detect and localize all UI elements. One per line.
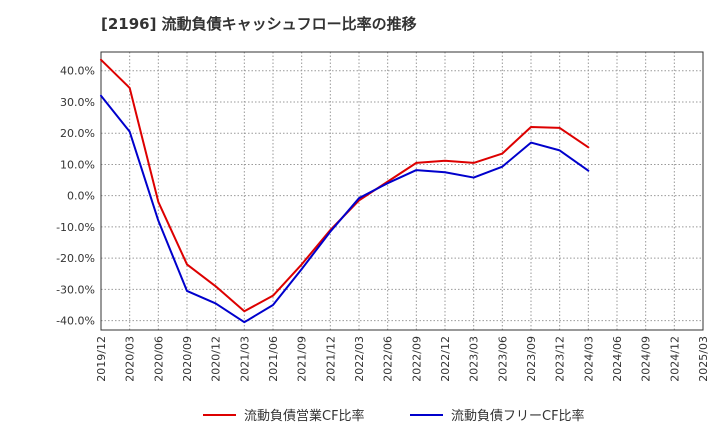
x-tick-label: 2023/06 <box>496 336 509 382</box>
y-tick-label: -20.0% <box>56 252 95 265</box>
x-tick-label: 2025/03 <box>697 336 710 382</box>
x-tick-label: 2024/12 <box>668 336 681 382</box>
plot-border <box>100 51 704 331</box>
y-tick-label: 0.0% <box>67 190 95 203</box>
x-tick-label: 2024/03 <box>582 336 595 382</box>
y-tick-label: 30.0% <box>60 96 95 109</box>
x-tick-label: 2021/09 <box>296 336 309 382</box>
series-line-2 <box>100 94 590 324</box>
x-tick-label: 2020/09 <box>181 336 194 382</box>
x-tick-label: 2020/12 <box>210 336 223 382</box>
x-tick-label: 2019/12 <box>95 336 108 382</box>
x-tick-label: 2023/12 <box>554 336 567 382</box>
x-tick-label: 2020/06 <box>152 336 165 382</box>
plot-area <box>101 52 703 330</box>
x-tick-label: 2022/12 <box>439 336 452 382</box>
y-tick-label: -40.0% <box>56 315 95 328</box>
legend-label-2: 流動負債フリーCF比率 <box>451 408 585 424</box>
x-tick-label: 2020/03 <box>124 336 137 382</box>
x-tick-label: 2022/03 <box>353 336 366 382</box>
x-tick-label: 2022/06 <box>382 336 395 382</box>
y-tick-label: -30.0% <box>56 283 95 296</box>
y-tick-label: -10.0% <box>56 221 95 234</box>
x-tick-label: 2023/03 <box>468 336 481 382</box>
x-tick-label: 2023/09 <box>525 336 538 382</box>
x-tick-label: 2021/03 <box>238 336 251 382</box>
x-tick-label: 2024/06 <box>611 336 624 382</box>
y-tick-label: 40.0% <box>60 65 95 78</box>
legend-label-1: 流動負債営業CF比率 <box>244 408 365 424</box>
chart-title: [2196] 流動負債キャッシュフロー比率の推移 <box>101 15 417 33</box>
y-tick-label: 10.0% <box>60 158 95 171</box>
y-tick-label: 20.0% <box>60 127 95 140</box>
x-tick-label: 2024/09 <box>640 336 653 382</box>
x-tick-label: 2021/12 <box>324 336 337 382</box>
x-tick-label: 2021/06 <box>267 336 280 382</box>
x-tick-label: 2022/09 <box>410 336 423 382</box>
